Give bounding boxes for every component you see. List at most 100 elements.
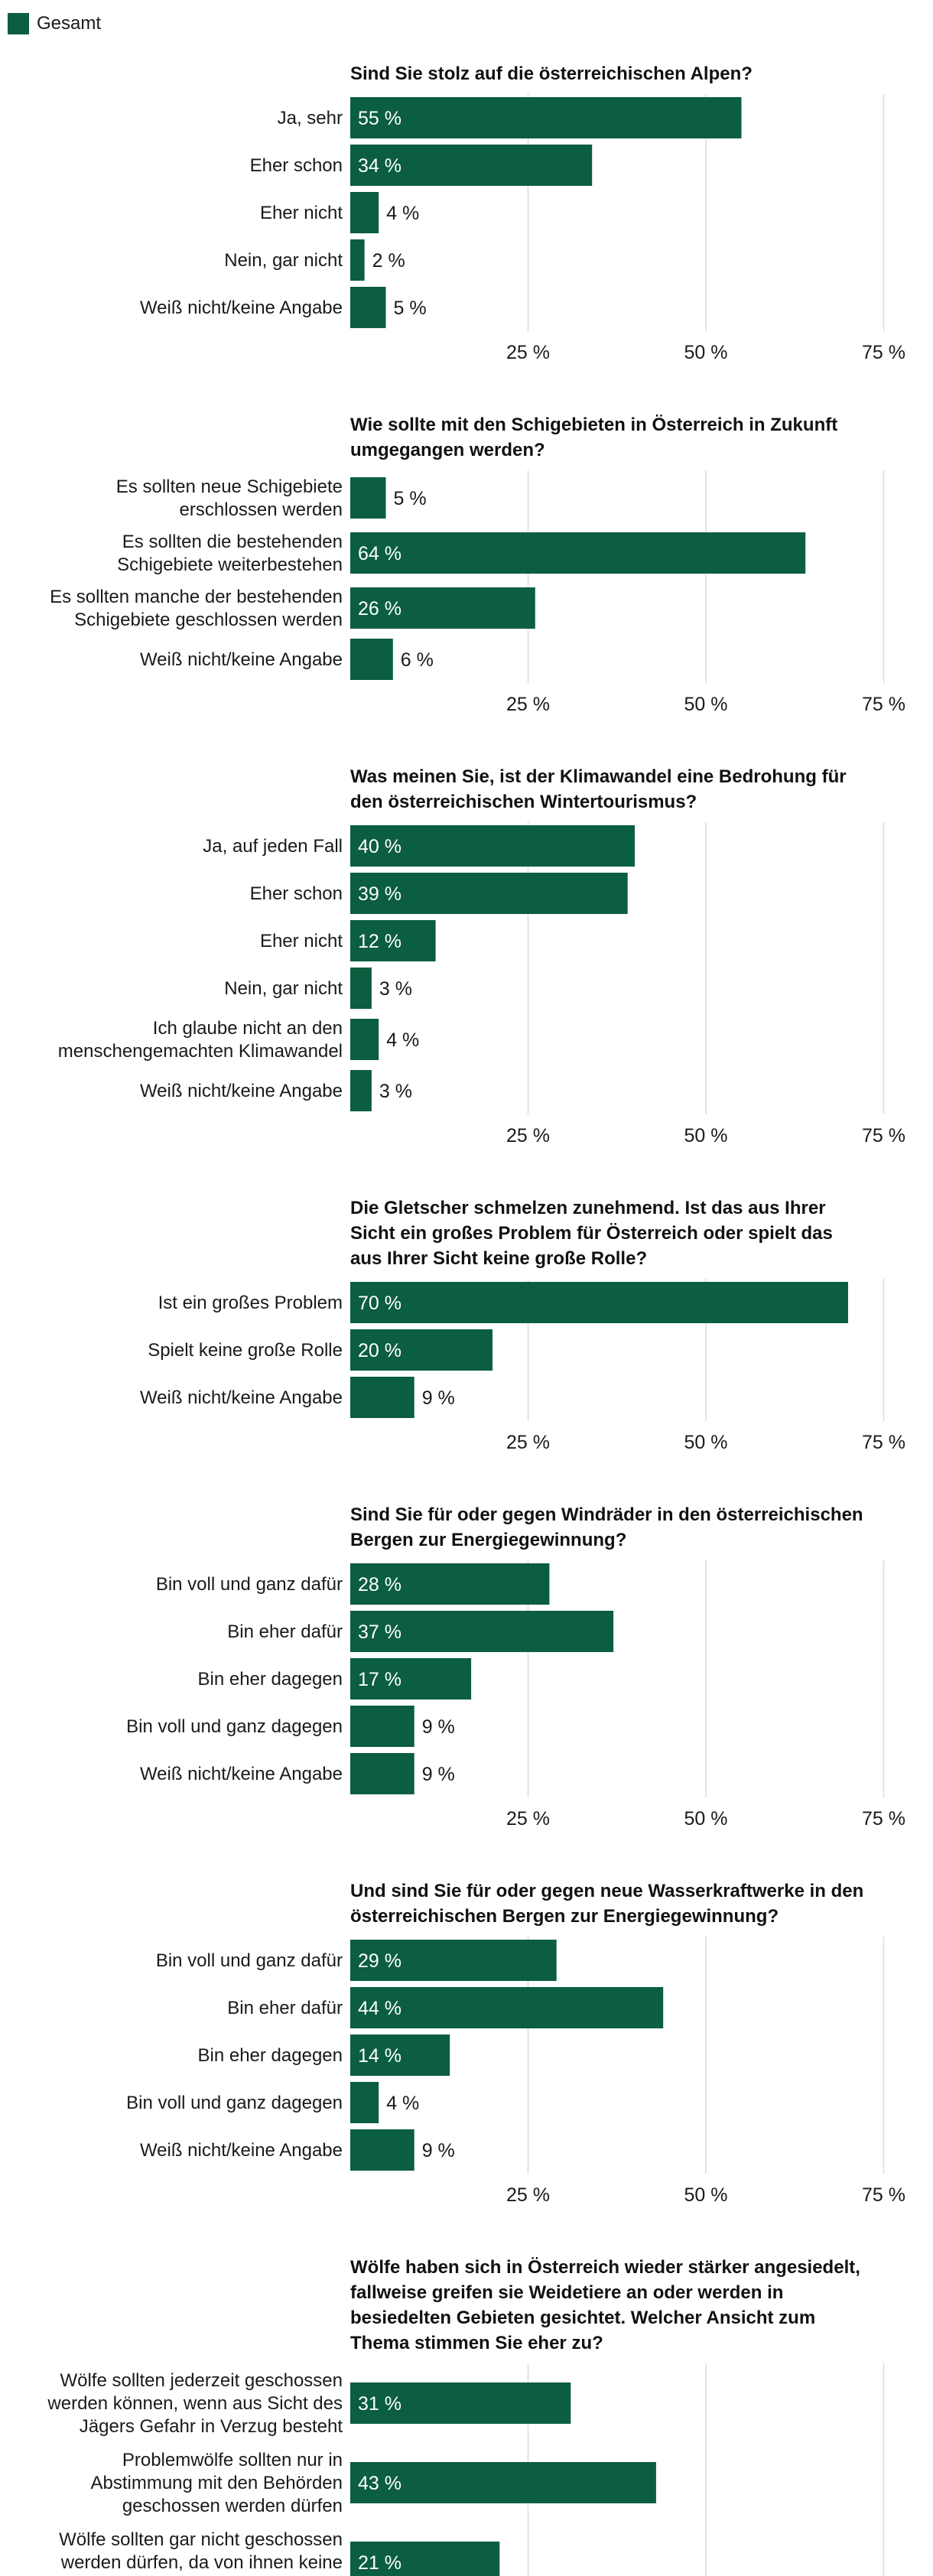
chart-6-value-label-3: 14 % (358, 2045, 401, 2067)
chart-4-title-line-1: Die Gletscher schmelzen zunehmend. Ist d… (350, 1198, 826, 1218)
chart-5-bar-4 (350, 1706, 414, 1747)
chart-3-category-6-line-1: Weiß nicht/keine Angabe (140, 1081, 343, 1101)
chart-5-bar-5 (350, 1753, 414, 1794)
chart-3-tick-label-3: 75 % (862, 1125, 905, 1147)
chart-3-value-label-6: 3 % (379, 1081, 412, 1102)
chart-5-title-line-1: Sind Sie für oder gegen Windräder in den… (350, 1504, 863, 1525)
chart-6-value-label-4: 4 % (386, 2093, 419, 2114)
chart-1-tick-label-1: 25 % (506, 342, 550, 363)
chart-5-category-5-line-1: Weiß nicht/keine Angabe (140, 1764, 343, 1784)
chart-4-title-line-2: Sicht ein großes Problem für Österreich … (350, 1223, 833, 1244)
chart-3-bar-5 (350, 1019, 379, 1060)
chart-5-value-label-2: 37 % (358, 1621, 401, 1643)
chart-7-title-line-4: Thema stimmen Sie eher zu? (350, 2333, 603, 2353)
chart-6-bar-2 (350, 1987, 664, 2028)
chart-5-category-3-line-1: Bin eher dagegen (198, 1669, 343, 1690)
chart-6-tick-label-2: 50 % (684, 2184, 728, 2206)
chart-1-value-label-3: 4 % (386, 203, 419, 224)
chart-6-bar-1 (350, 1940, 557, 1981)
chart-2-bar-1 (350, 477, 386, 519)
chart-2-bar-2 (350, 532, 806, 574)
chart-5-value-label-1: 28 % (358, 1574, 401, 1595)
chart-2-tick-label-1: 25 % (506, 694, 550, 715)
chart-3-category-5-line-1: Ich glaube nicht an den (153, 1018, 343, 1039)
chart-7-value-label-2: 43 % (358, 2473, 401, 2494)
chart-7-category-2-line-3: geschossen werden dürfen (122, 2496, 343, 2516)
chart-2-category-1-line-2: erschlossen werden (180, 499, 343, 520)
chart-1-category-1-line-1: Ja, sehr (278, 108, 343, 128)
chart-7-category-1-line-2: werden können, wenn aus Sicht des (47, 2393, 343, 2414)
chart-6-value-label-2: 44 % (358, 1998, 401, 2019)
chart-1-bar-1 (350, 97, 742, 138)
chart-1-bar-5 (350, 287, 386, 328)
chart-5-bar-2 (350, 1611, 614, 1652)
chart-7-category-1-line-1: Wölfe sollten jederzeit geschossen (60, 2370, 343, 2391)
chart-6-title-line-1: Und sind Sie für oder gegen neue Wasserk… (350, 1881, 863, 1901)
chart-1-value-label-5: 5 % (394, 298, 427, 319)
chart-4-bar-1 (350, 1282, 848, 1323)
chart-5-category-4-line-1: Bin voll und ganz dagegen (126, 1716, 343, 1737)
chart-3-category-5-line-2: menschengemachten Klimawandel (58, 1041, 343, 1062)
chart-1-value-label-1: 55 % (358, 108, 401, 129)
chart-2-tick-label-3: 75 % (862, 694, 905, 715)
chart-2-category-2-line-2: Schigebiete weiterbestehen (117, 555, 343, 575)
chart-1-bar-3 (350, 192, 379, 233)
chart-4-category-2-line-1: Spielt keine große Rolle (148, 1340, 343, 1361)
chart-4-category-3-line-1: Weiß nicht/keine Angabe (140, 1387, 343, 1408)
chart-2-tick-label-2: 50 % (684, 694, 728, 715)
chart-5-tick-label-2: 50 % (684, 1808, 728, 1830)
chart-5-value-label-5: 9 % (422, 1764, 455, 1785)
chart-7-title-line-3: besiedelten Gebieten gesichtet. Welcher … (350, 2308, 815, 2328)
chart-4-bar-3 (350, 1377, 414, 1418)
chart-4-tick-label-1: 25 % (506, 1432, 550, 1453)
chart-4-tick-label-3: 75 % (862, 1432, 905, 1453)
chart-5-value-label-4: 9 % (422, 1716, 455, 1738)
chart-2-value-label-1: 5 % (394, 488, 427, 509)
chart-7-bar-2 (350, 2462, 656, 2503)
chart-6-bar-5 (350, 2129, 414, 2171)
chart-3-value-label-1: 40 % (358, 836, 401, 857)
chart-1-category-2-line-1: Eher schon (250, 155, 343, 176)
chart-4-value-label-1: 70 % (358, 1293, 401, 1314)
chart-2-title-line-2: umgegangen werden? (350, 440, 545, 460)
legend-swatch (8, 13, 29, 34)
chart-6-category-2-line-1: Bin eher dafür (227, 1998, 343, 2018)
chart-4-value-label-3: 9 % (422, 1387, 455, 1409)
chart-1-bar-4 (350, 239, 365, 281)
chart-3-title-line-1: Was meinen Sie, ist der Klimawandel eine… (350, 766, 847, 787)
chart-2-bar-4 (350, 639, 393, 680)
chart-6-value-label-1: 29 % (358, 1950, 401, 1972)
chart-7-value-label-1: 31 % (358, 2393, 401, 2415)
chart-6-value-label-5: 9 % (422, 2140, 455, 2161)
chart-5-tick-label-3: 75 % (862, 1808, 905, 1830)
chart-5-value-label-3: 17 % (358, 1669, 401, 1690)
legend: Gesamt (8, 11, 101, 37)
chart-6-category-5-line-1: Weiß nicht/keine Angabe (140, 2140, 343, 2161)
chart-7-category-1-line-3: Jägers Gefahr in Verzug besteht (80, 2416, 343, 2437)
chart-2-category-1-line-1: Es sollten neue Schigebiete (116, 476, 343, 497)
chart-1-category-3-line-1: Eher nicht (260, 203, 343, 223)
chart-3-tick-label-1: 25 % (506, 1125, 550, 1147)
chart-1-value-label-4: 2 % (372, 250, 405, 272)
chart-3-category-4-line-1: Nein, gar nicht (224, 978, 343, 999)
chart-7-category-2-line-2: Abstimmung mit den Behörden (90, 2473, 343, 2493)
chart-7-bar-3 (350, 2542, 500, 2576)
chart-5-bar-3 (350, 1658, 472, 1699)
chart-2-value-label-3: 26 % (358, 598, 401, 620)
chart-3-category-3-line-1: Eher nicht (260, 931, 343, 951)
chart-1-value-label-2: 34 % (358, 155, 401, 177)
chart-1-title-line-1: Sind Sie stolz auf die österreichischen … (350, 63, 753, 84)
chart-3-tick-label-2: 50 % (684, 1125, 728, 1147)
chart-7-value-label-3: 21 % (358, 2552, 401, 2574)
chart-3-bar-3 (350, 920, 436, 961)
chart-2-category-4-line-1: Weiß nicht/keine Angabe (140, 649, 343, 670)
chart-5-tick-label-1: 25 % (506, 1808, 550, 1830)
chart-6-tick-label-1: 25 % (506, 2184, 550, 2206)
chart-3-bar-1 (350, 825, 635, 867)
chart-3-bar-6 (350, 1070, 372, 1111)
chart-2-value-label-2: 64 % (358, 543, 401, 564)
chart-5-bar-1 (350, 1563, 550, 1605)
chart-2-category-3-line-1: Es sollten manche der bestehenden (50, 587, 343, 607)
chart-2-bar-3 (350, 587, 535, 629)
